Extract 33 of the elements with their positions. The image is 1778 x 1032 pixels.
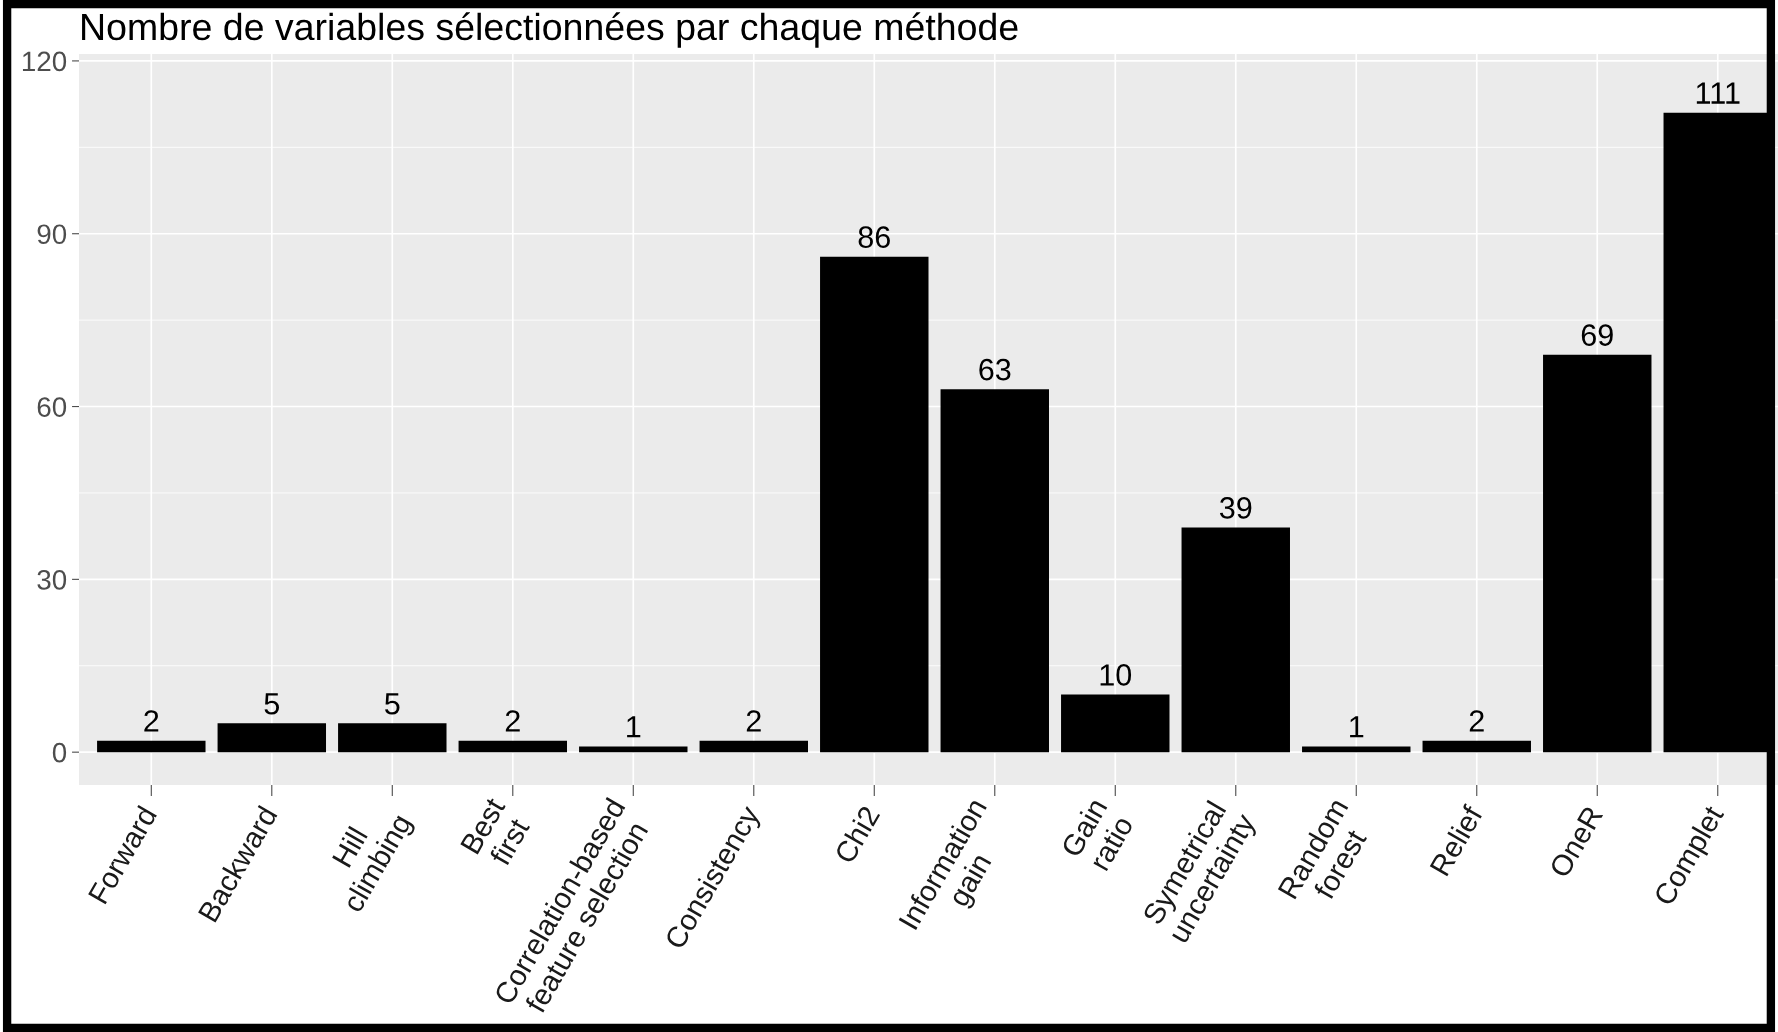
data-label: 111 [1696, 82, 1740, 104]
bar [699, 740, 808, 753]
bar [1181, 527, 1290, 753]
bar [1061, 694, 1170, 753]
bar [1302, 746, 1411, 753]
bar [458, 740, 568, 753]
bar [1543, 354, 1652, 753]
data-label: 2 [1469, 710, 1484, 732]
chart-title: Nombre de variables sélectionnées par chaque méthode [82, 12, 1018, 48]
y-tick-label: 0 [52, 742, 67, 763]
y-tick-label: 30 [37, 570, 67, 590]
data-label: 2 [505, 710, 520, 732]
bar [217, 723, 327, 753]
y-tick-label: 120 [22, 51, 67, 72]
data-label: 1 [627, 716, 641, 738]
data-label: 2 [144, 710, 159, 732]
y-tick-label: 90 [37, 224, 67, 245]
bar [97, 740, 206, 753]
data-label: 69 [1581, 324, 1613, 346]
data-label: 5 [385, 693, 400, 715]
data-label: 86 [858, 226, 890, 248]
y-tick-label: 60 [37, 397, 67, 417]
bar [820, 256, 929, 753]
data-label: 5 [264, 693, 280, 715]
data-label: 63 [979, 358, 1011, 381]
data-label: 10 [1100, 664, 1132, 686]
bar [940, 389, 1049, 753]
bar [579, 746, 688, 753]
bar [1422, 740, 1531, 753]
data-label: 39 [1219, 497, 1252, 519]
bar [338, 723, 447, 753]
data-label: 1 [1350, 716, 1364, 738]
data-label: 2 [746, 710, 761, 732]
